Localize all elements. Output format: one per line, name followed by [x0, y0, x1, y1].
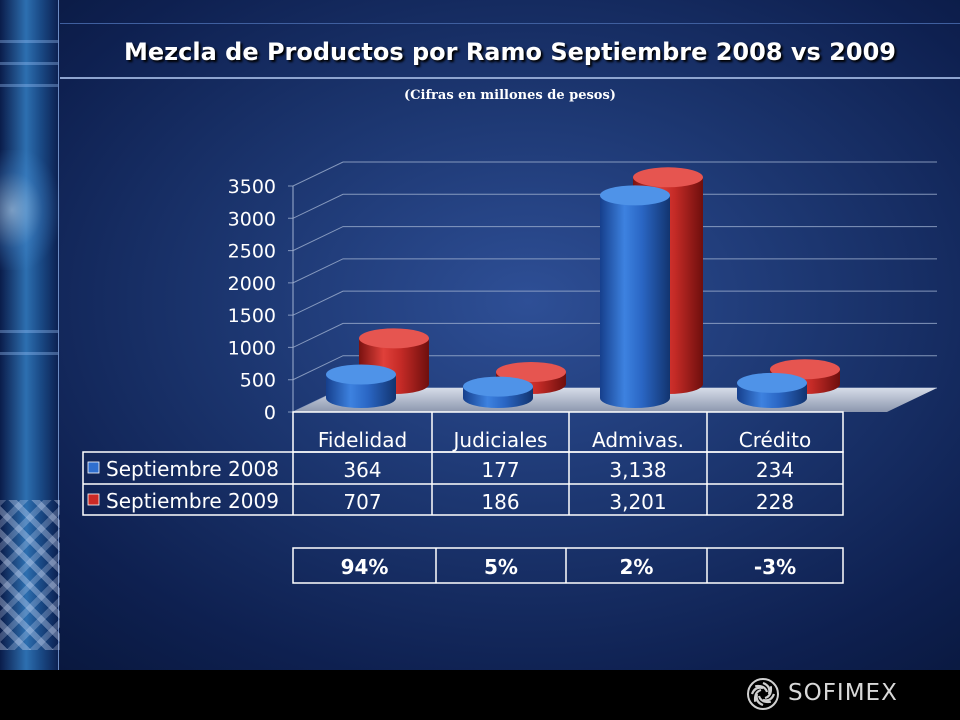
globe-decoration [0, 150, 60, 270]
y-tick-label: 0 [264, 402, 276, 424]
growth-value: 5% [484, 555, 518, 579]
category-label: Crédito [739, 428, 811, 452]
growth-value: 94% [341, 555, 389, 579]
slide-subtitle: (Cifras en millones de pesos) [404, 88, 616, 103]
data-value: 707 [343, 490, 381, 514]
bar-2008 [600, 195, 670, 408]
data-value: 234 [756, 458, 794, 482]
bar-2009-top [359, 328, 429, 349]
brand-name: SOFIMEX [788, 680, 898, 706]
y-tick-label: 1000 [228, 337, 276, 359]
sofimex-logo [747, 678, 779, 710]
pattern-decoration [0, 500, 60, 650]
y-tick-label: 500 [240, 370, 276, 392]
bar-2009-top [496, 361, 566, 382]
bar-2009-top [633, 167, 703, 188]
grid-line [288, 161, 937, 187]
bars [326, 167, 840, 408]
category-label: Judiciales [452, 428, 548, 452]
y-tick-label: 3500 [228, 176, 276, 198]
bar-2008-top [737, 372, 807, 393]
growth-table: 94% 5% 2% -3% [292, 547, 844, 584]
y-tick-label: 3000 [228, 208, 276, 230]
legend-label: Septiembre 2008 [106, 457, 279, 481]
title-underline [60, 77, 960, 79]
slide-title: Mezcla de Productos por Ramo Septiembre … [124, 38, 896, 66]
slide-background: Mezcla de Productos por Ramo Septiembre … [0, 0, 960, 670]
y-tick-label: 1500 [228, 305, 276, 327]
category-label: Admivas. [592, 428, 684, 452]
bar-2008-top [463, 376, 533, 397]
data-value: 3,138 [609, 458, 666, 482]
legend-swatch [87, 493, 100, 506]
y-axis: 0 500 1000 1500 2000 2500 3000 3500 [228, 176, 276, 424]
bar-chart: 0 500 1000 1500 2000 2500 3000 3500 Fidelidad Ju… [82, 161, 937, 584]
data-value: 186 [481, 490, 519, 514]
data-value: 3,201 [609, 490, 666, 514]
data-value: 364 [343, 458, 381, 482]
data-table: Fidelidad Judiciales Admivas. Crédito Septie… [82, 411, 844, 516]
side-decoration [0, 0, 59, 670]
bar-2008-top [600, 185, 670, 206]
y-tick-label: 2500 [228, 241, 276, 263]
data-value: 228 [756, 490, 794, 514]
y-tick-label: 2000 [228, 273, 276, 295]
growth-value: -3% [754, 555, 796, 579]
growth-value: 2% [620, 555, 654, 579]
legend-label: Septiembre 2009 [106, 489, 279, 513]
footer-bar [0, 670, 960, 720]
category-label: Fidelidad [318, 428, 407, 452]
swirl-icon [747, 678, 779, 710]
growth-frame [292, 547, 844, 584]
title-top-rule [60, 23, 960, 24]
data-value: 177 [481, 458, 519, 482]
bar-2008-top [326, 364, 396, 385]
legend-swatch [87, 461, 100, 474]
